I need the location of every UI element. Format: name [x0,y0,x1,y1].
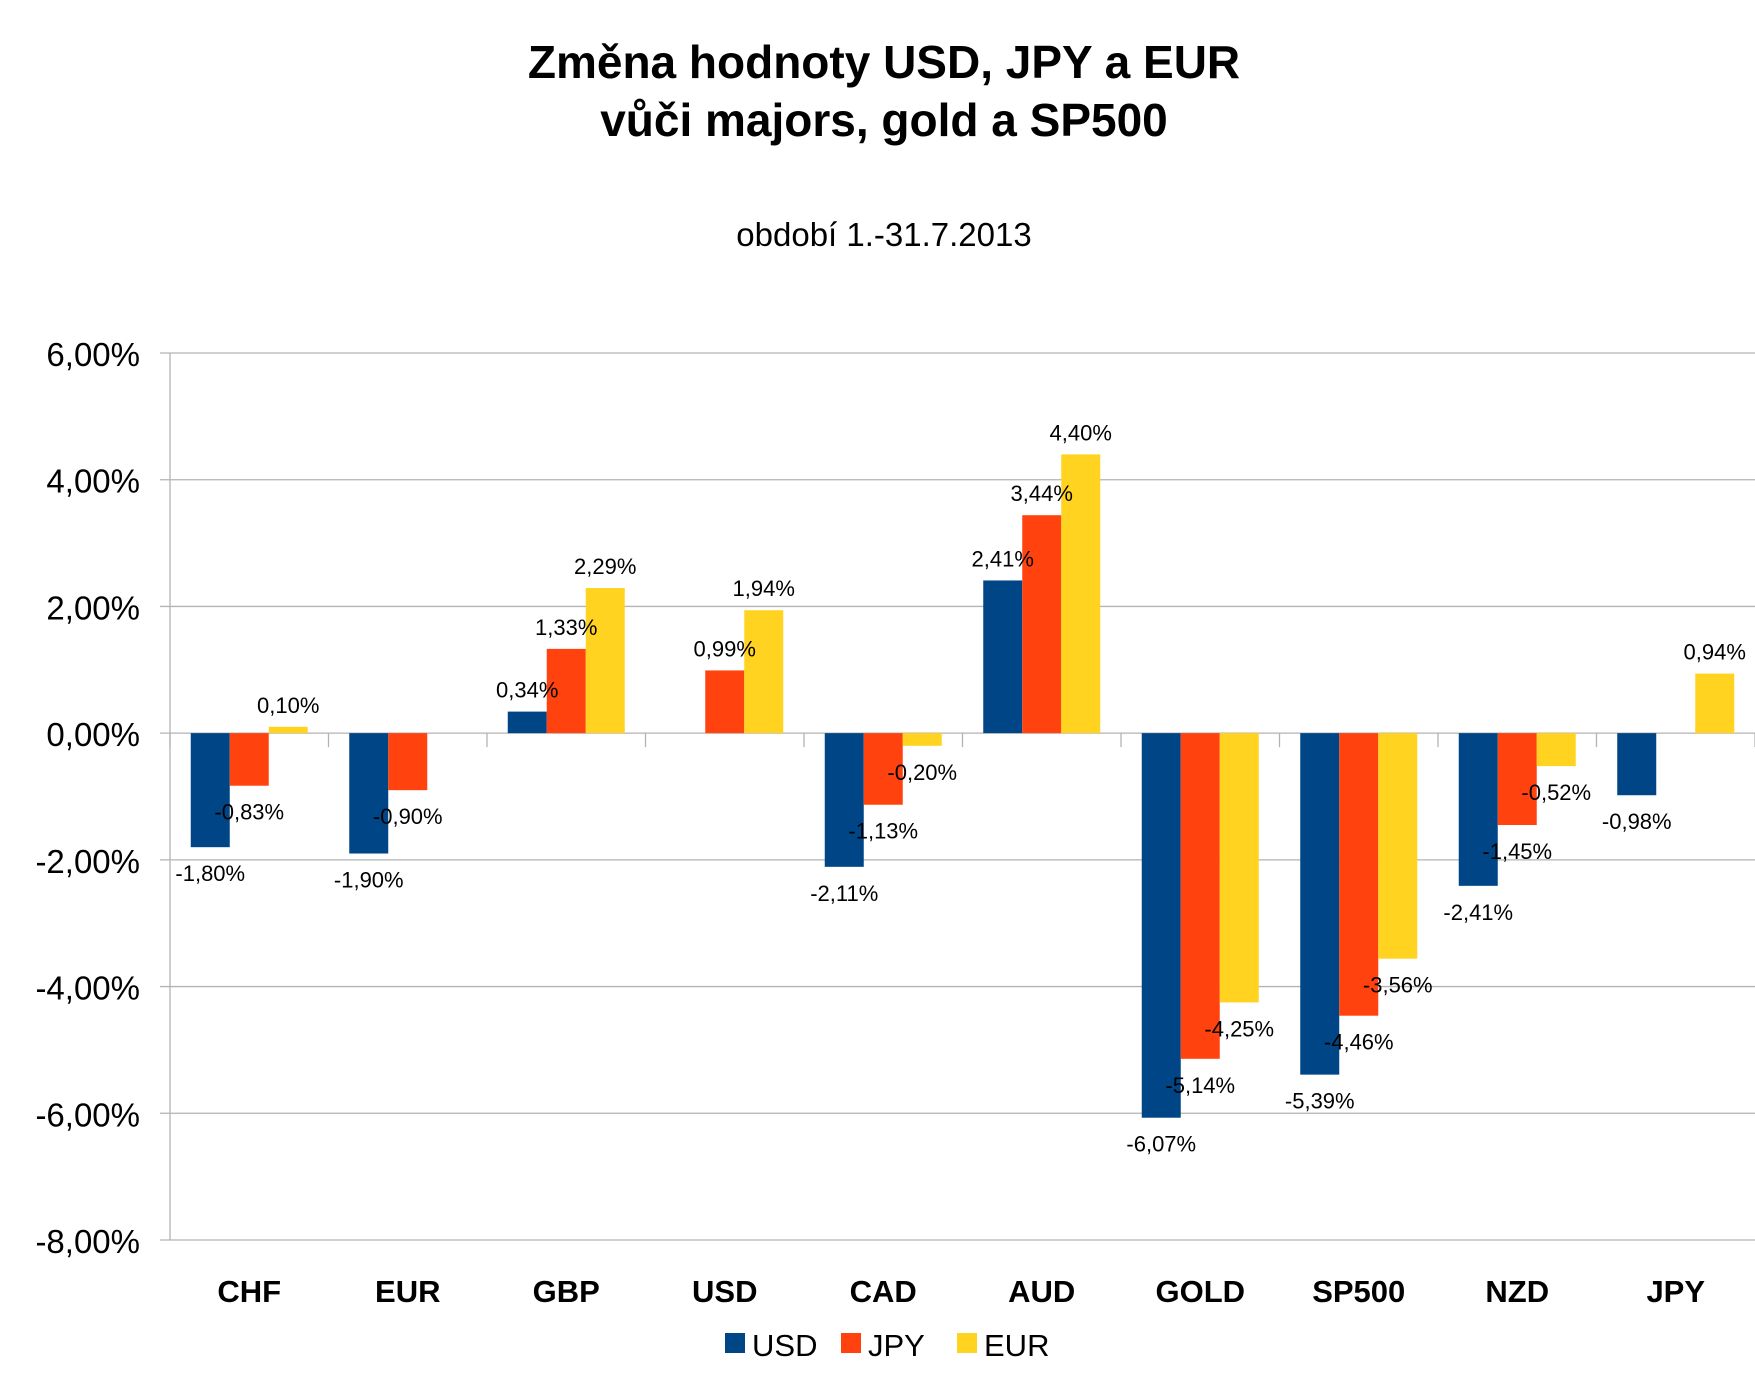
data-label: -1,80% [175,861,245,886]
bar-usd-sp500 [1300,733,1340,1075]
chart-title-line2: vůči majors, gold a SP500 [600,94,1168,146]
y-tick-label: 4,00% [46,463,140,500]
data-label: 2,29% [574,554,636,579]
tick-labels: 6,00% 4,00% 2,00% 0,00% -2,00% -4,00% -6,00% -8… [35,336,1705,1309]
bar-usd-cad [824,733,864,867]
data-label: -0,83% [214,800,284,825]
y-tick-label: -2,00% [35,843,140,880]
bar-jpy-cad [863,733,903,805]
x-category-label: JPY [1646,1274,1705,1309]
legend-label: EUR [984,1328,1049,1363]
bar-usd-jpy [1617,733,1657,796]
data-label: 2,41% [972,546,1034,571]
data-label: 0,94% [1684,640,1746,665]
data-label: -0,20% [887,760,957,785]
data-label: -2,11% [810,881,878,906]
bar-usd-aud [983,580,1023,734]
x-category-label: CAD [850,1274,917,1309]
data-label: -0,98% [1602,809,1672,834]
bar-eur-gbp [585,588,625,734]
bar-usd-chf [190,733,230,848]
axes [169,353,1755,1240]
bar-jpy-aud [1022,515,1062,734]
bars [190,454,1735,1118]
bar-usd-gbp [507,711,547,734]
data-label: -5,39% [1285,1089,1355,1114]
chart-title-line1: Změna hodnoty USD, JPY a EUR [528,36,1240,88]
y-tick-label: -8,00% [35,1223,140,1260]
legend-swatch-jpy [841,1333,861,1353]
legend: USD JPY EUR [725,1328,1049,1363]
data-label: 1,94% [733,576,795,601]
bar-eur-usd [744,610,784,734]
data-label: -0,90% [373,804,443,829]
bar-eur-nzd [1536,733,1576,767]
y-tick-label: -4,00% [35,970,140,1007]
x-category-label: SP500 [1312,1274,1405,1309]
y-tick-label: 2,00% [46,589,140,626]
x-category-label: CHF [217,1274,281,1309]
bar-jpy-nzd [1497,733,1537,826]
legend-swatch-eur [957,1333,977,1353]
legend-label: JPY [868,1328,925,1363]
bar-usd-nzd [1458,733,1498,886]
y-tick-label: -6,00% [35,1096,140,1133]
x-category-label: AUD [1008,1274,1075,1309]
bar-eur-chf [268,726,308,734]
bar-eur-gold [1219,733,1259,1003]
data-label: -6,07% [1126,1132,1196,1157]
x-category-label: GOLD [1155,1274,1245,1309]
x-category-label: NZD [1485,1274,1549,1309]
bar-jpy-gold [1180,733,1220,1059]
x-category-label: EUR [375,1274,440,1309]
data-label: 1,33% [535,615,597,640]
bar-eur-aud [1061,454,1101,734]
data-label: -1,45% [1482,839,1552,864]
data-label: -1,90% [334,868,404,893]
bar-jpy-gbp [546,648,586,734]
data-label: -4,25% [1204,1016,1274,1041]
x-category-label: USD [692,1274,757,1309]
bar-eur-jpy [1695,673,1735,734]
data-label: -4,46% [1324,1030,1394,1055]
data-label: -3,56% [1363,973,1433,998]
data-label: -5,14% [1165,1073,1235,1098]
data-label: -1,13% [848,819,918,844]
data-label: -0,52% [1521,780,1591,805]
y-tick-label: 0,00% [46,716,140,753]
chart-subtitle: období 1.-31.7.2013 [736,216,1031,253]
data-labels: -1,80% -0,83% 0,10% -1,90% -0,90% 0,34% 1,33% 2… [175,420,1746,1156]
data-label: 0,34% [496,678,558,703]
x-category-label: GBP [533,1274,600,1309]
bar-jpy-eur [388,733,428,791]
bar-eur-sp500 [1378,733,1418,959]
bar-jpy-chf [229,733,269,786]
bar-eur-cad [902,733,942,746]
data-label: 0,10% [257,693,319,718]
bar-usd-gold [1141,733,1181,1118]
data-label: 0,99% [694,636,756,661]
bar-jpy-sp500 [1339,733,1379,1016]
data-label: -2,41% [1443,900,1513,925]
legend-label: USD [752,1328,817,1363]
data-label: 3,44% [1011,481,1073,506]
bar-usd-eur [349,733,389,854]
legend-swatch-usd [725,1333,745,1353]
bar-jpy-usd [705,670,745,734]
y-tick-label: 6,00% [46,336,140,373]
data-label: 4,40% [1050,420,1112,445]
